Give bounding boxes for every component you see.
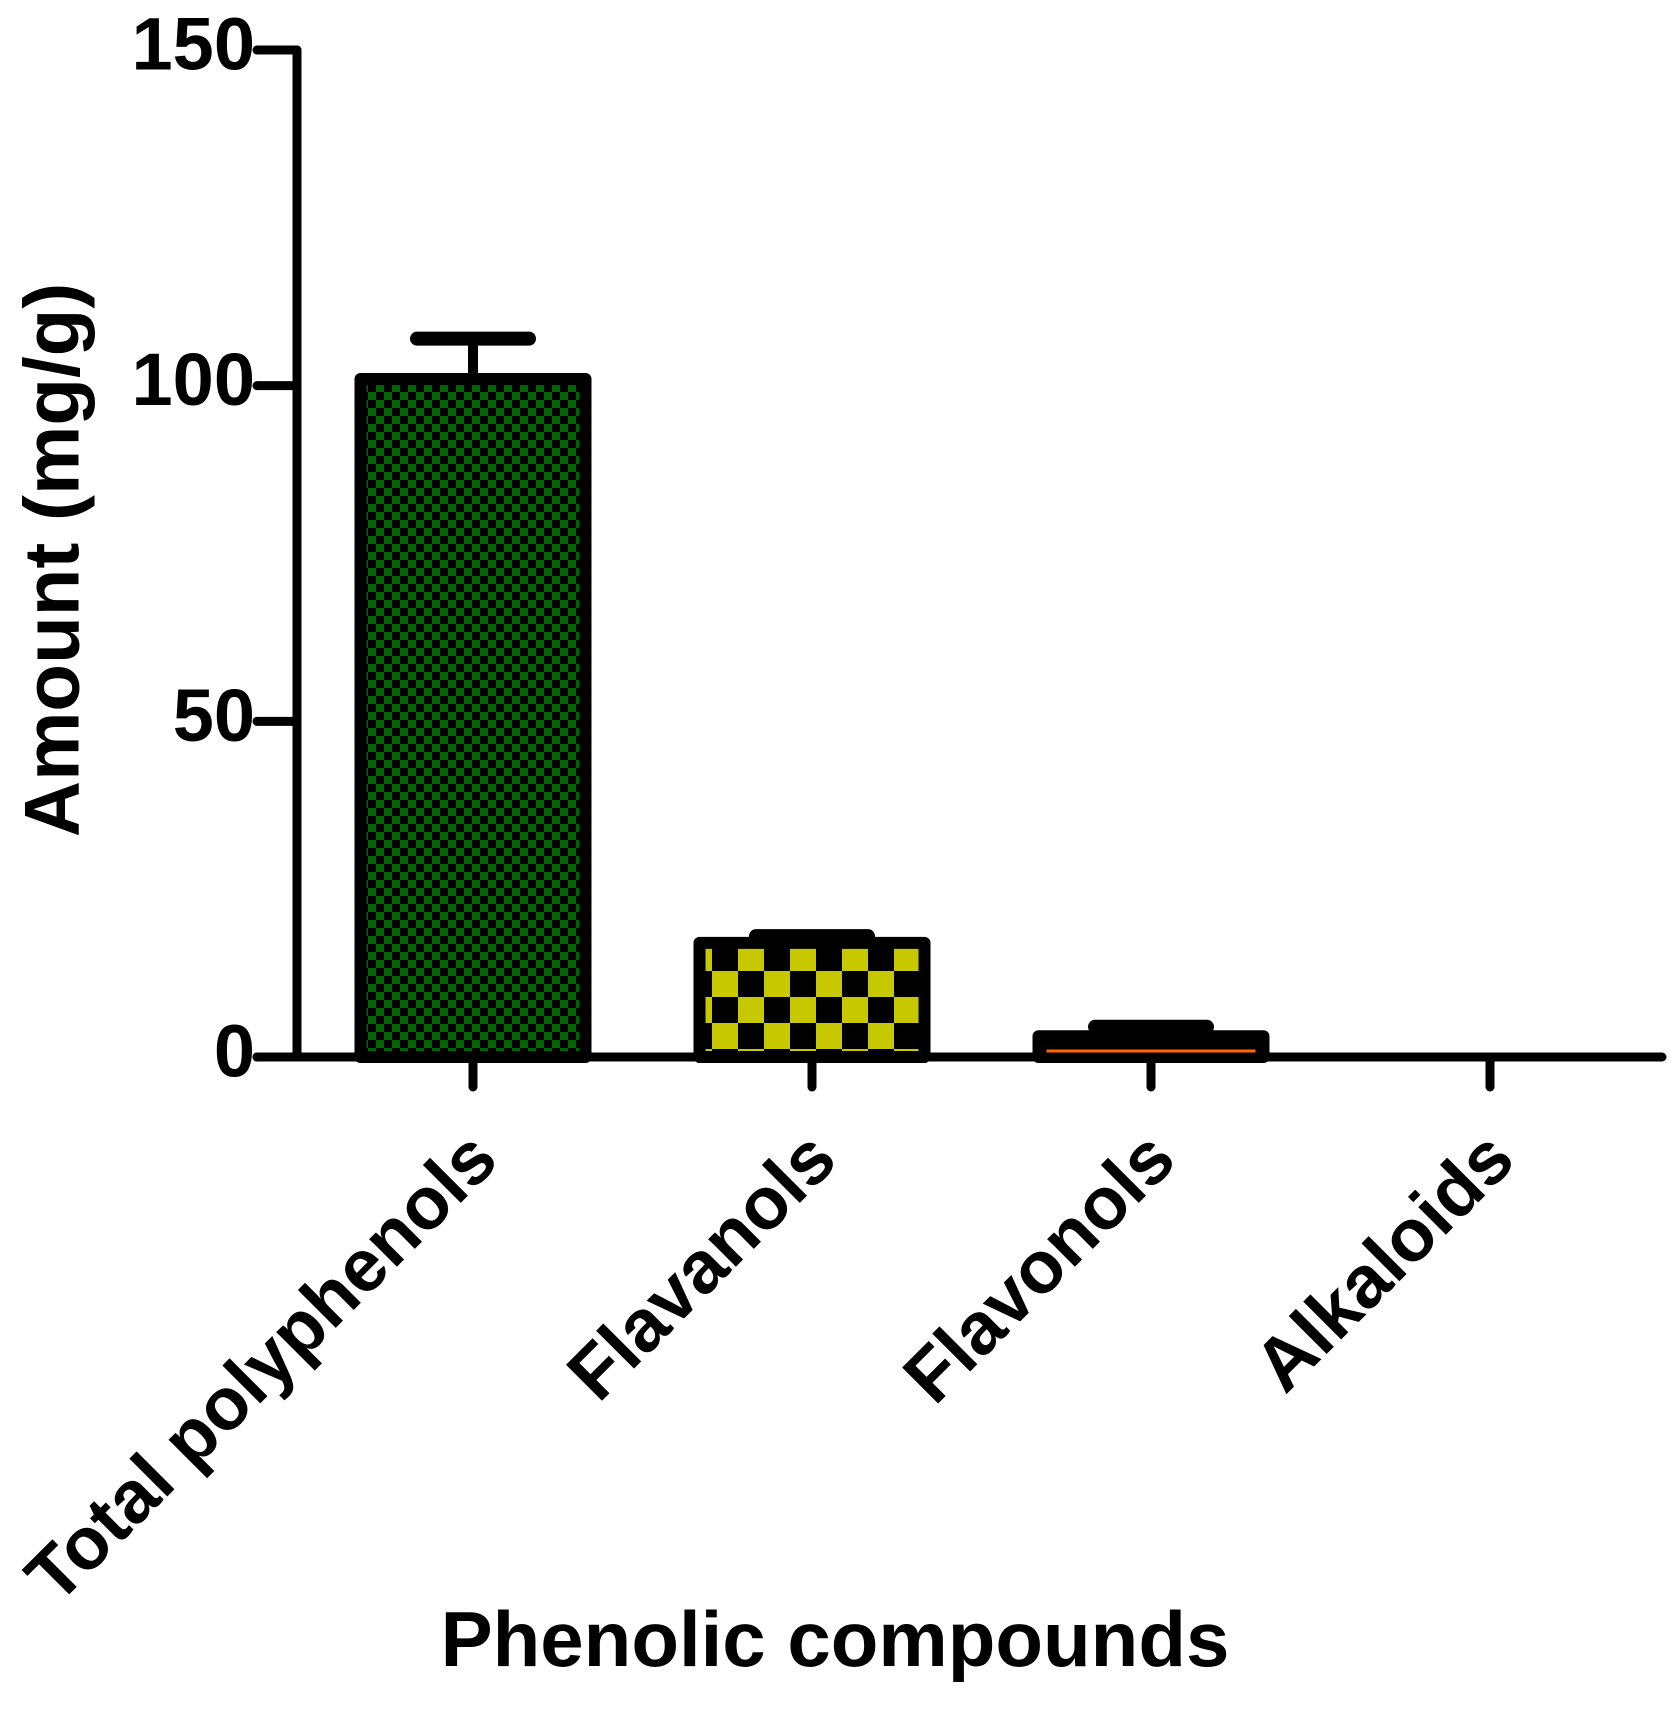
x-tick-label: Flavonols bbox=[887, 1115, 1190, 1418]
y-tick-label: 150 bbox=[132, 3, 255, 86]
x-tick-label: Total polyphenols bbox=[10, 1115, 512, 1617]
y-axis-title: Amount (mg/g) bbox=[8, 283, 96, 838]
bar bbox=[693, 936, 931, 1064]
bar bbox=[354, 372, 592, 1064]
y-tick-label: 0 bbox=[214, 1010, 255, 1093]
labels: 0 50 100 150 Total polyphenols Flavanols Flavo… bbox=[8, 3, 1530, 1683]
y-tick-label: 100 bbox=[132, 338, 255, 421]
y-tick-label: 50 bbox=[173, 674, 255, 757]
x-tick-label: Flavanols bbox=[551, 1115, 851, 1415]
x-tick-label: Alkaloids bbox=[1238, 1115, 1529, 1406]
axes bbox=[252, 45, 1667, 1092]
plot-area bbox=[354, 331, 1270, 1064]
x-axis-title: Phenolic compounds bbox=[441, 1595, 1230, 1683]
